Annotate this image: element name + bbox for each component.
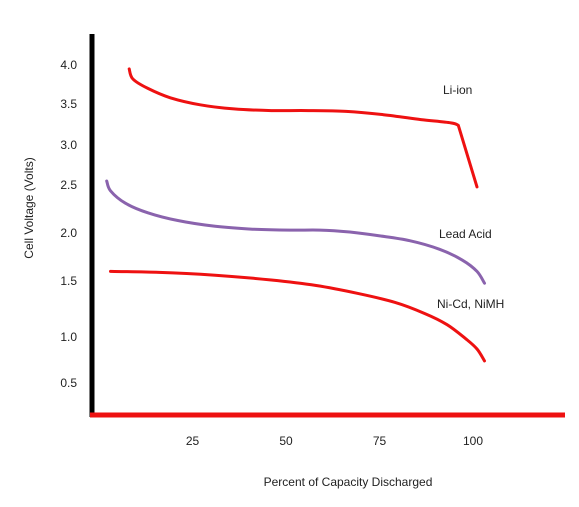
y-axis-label: Cell Voltage (Volts) <box>22 157 36 258</box>
nicd-nimh-label: Ni-Cd, NiMH <box>437 297 504 311</box>
li-ion-label: Li-ion <box>443 83 472 97</box>
y-tick-label: 3.0 <box>60 138 77 152</box>
y-tick-label: 1.5 <box>60 274 77 288</box>
x-tick-labels: 25 50 75 100 <box>186 434 484 448</box>
x-axis-label: Percent of Capacity Discharged <box>264 475 433 489</box>
x-tick-label: 50 <box>279 434 293 448</box>
y-tick-label: 4.0 <box>60 58 77 72</box>
series-labels: Li-ion Lead Acid Ni-Cd, NiMH <box>437 83 504 311</box>
y-tick-label: 2.5 <box>60 178 77 192</box>
x-tick-label: 100 <box>463 434 483 448</box>
y-tick-labels: 0.5 1.0 1.5 2.0 2.5 3.0 3.5 4.0 <box>60 58 77 390</box>
lead-acid-label: Lead Acid <box>439 227 492 241</box>
y-tick-label: 0.5 <box>60 376 77 390</box>
nicd-nimh-curve <box>109 269 486 363</box>
y-tick-label: 3.5 <box>60 97 77 111</box>
y-tick-label: 1.0 <box>60 330 77 344</box>
x-tick-label: 75 <box>373 434 387 448</box>
series-curves <box>105 67 486 363</box>
y-tick-label: 2.0 <box>60 226 77 240</box>
x-tick-label: 25 <box>186 434 200 448</box>
lead-acid-curve <box>105 179 486 285</box>
li-ion-curve <box>127 67 479 189</box>
